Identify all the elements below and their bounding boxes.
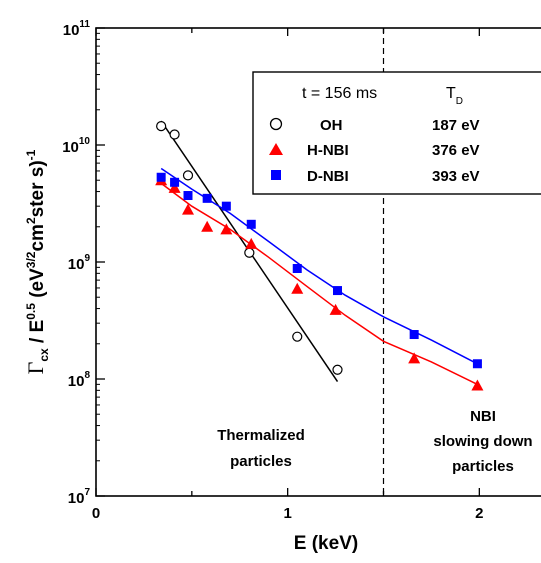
y-label-part-4: ster s) [27,160,48,217]
data-point-d-nbi [472,359,482,369]
y-label-part-2: (eV [27,268,48,303]
data-point-d-nbi [409,330,419,340]
y-tick-base: 10 [68,490,85,507]
y-tick-base: 10 [63,22,80,39]
x-axis-label: E (keV) [294,533,358,554]
legend-column-header: TD [446,85,463,107]
data-point-oh [332,364,343,375]
legend-hnbi-marker [269,143,283,155]
y-label-exp-32: 3/2 [24,251,38,268]
data-point-oh [244,247,255,258]
data-point-h-nbi [471,379,484,391]
legend-oh-marker [269,117,283,131]
x-tick-label: 1 [283,505,291,522]
annotation-nbi-line-1: NBI [470,408,496,425]
data-point-oh [156,121,167,132]
y-tick-exponent: 10 [79,136,91,147]
legend-hnbi-name: H-NBI [307,142,349,159]
data-point-h-nbi [408,352,421,364]
legend: t = 156 ms TD OH 187 eV H-NBI 376 eV D-N… [252,71,541,195]
data-markers [155,121,484,391]
y-tick-base: 10 [68,373,85,390]
data-point-d-nbi [246,219,256,229]
y-label-exp-2: 2 [24,217,38,224]
y-label-part-3: cm [27,224,48,251]
legend-oh-name: OH [320,117,343,134]
y-tick-exponent: 9 [84,253,90,264]
data-point-d-nbi [170,177,180,187]
annotation-nbi-line-2: slowing down [433,433,532,450]
y-label-gamma: Γ [23,361,48,374]
data-point-h-nbi [201,220,214,232]
annotation-thermalized-line-2: particles [230,453,292,470]
annotation-nbi-line-3: particles [452,458,514,475]
y-tick-label: 108 [68,370,91,390]
legend-hnbi-value: 376 eV [432,142,480,159]
legend-box [252,71,541,195]
legend-dnbi-name: D-NBI [307,168,349,185]
y-axis-label: Γcx / E0.5 (eV3/2cm2ster s)-1 [23,149,51,374]
y-tick-label: 1011 [63,19,91,39]
data-point-h-nbi [291,282,304,294]
legend-header: t = 156 ms [302,85,377,102]
y-tick-label: 107 [68,487,91,507]
data-point-h-nbi [168,181,181,193]
data-point-d-nbi [183,191,193,201]
y-tick-exponent: 8 [84,370,90,381]
data-point-oh [292,331,303,342]
legend-column-header-subscript: D [456,96,463,107]
y-tick-exponent: 11 [79,19,90,30]
x-tick-label: 2 [475,505,483,522]
y-tick-label: 1010 [62,136,90,156]
data-point-d-nbi [221,201,231,211]
data-point-d-nbi [292,263,302,273]
y-tick-base: 10 [62,139,79,156]
data-point-h-nbi [220,223,233,235]
y-tick-exponent: 7 [84,487,90,498]
x-tick-label: 0 [92,505,100,522]
y-label-part-1: / E [27,320,48,349]
data-point-oh [169,129,180,140]
data-point-h-nbi [245,237,258,249]
legend-oh-value: 187 eV [432,117,480,134]
legend-dnbi-value: 393 eV [432,168,480,185]
data-point-h-nbi [329,303,342,315]
data-point-oh [182,170,194,181]
data-point-d-nbi [202,193,212,203]
y-tick-base: 10 [68,256,85,273]
data-point-h-nbi [182,203,194,215]
data-point-d-nbi [156,172,166,182]
annotation-thermalized-line-1: Thermalized [217,427,305,444]
y-tick-label: 109 [68,253,91,273]
y-label-gamma-subscript: cx [37,348,51,362]
y-label-exp-m1: -1 [24,149,38,160]
data-point-d-nbi [333,286,342,296]
legend-dnbi-marker [271,170,281,180]
y-label-exp-05: 0.5 [24,303,38,320]
